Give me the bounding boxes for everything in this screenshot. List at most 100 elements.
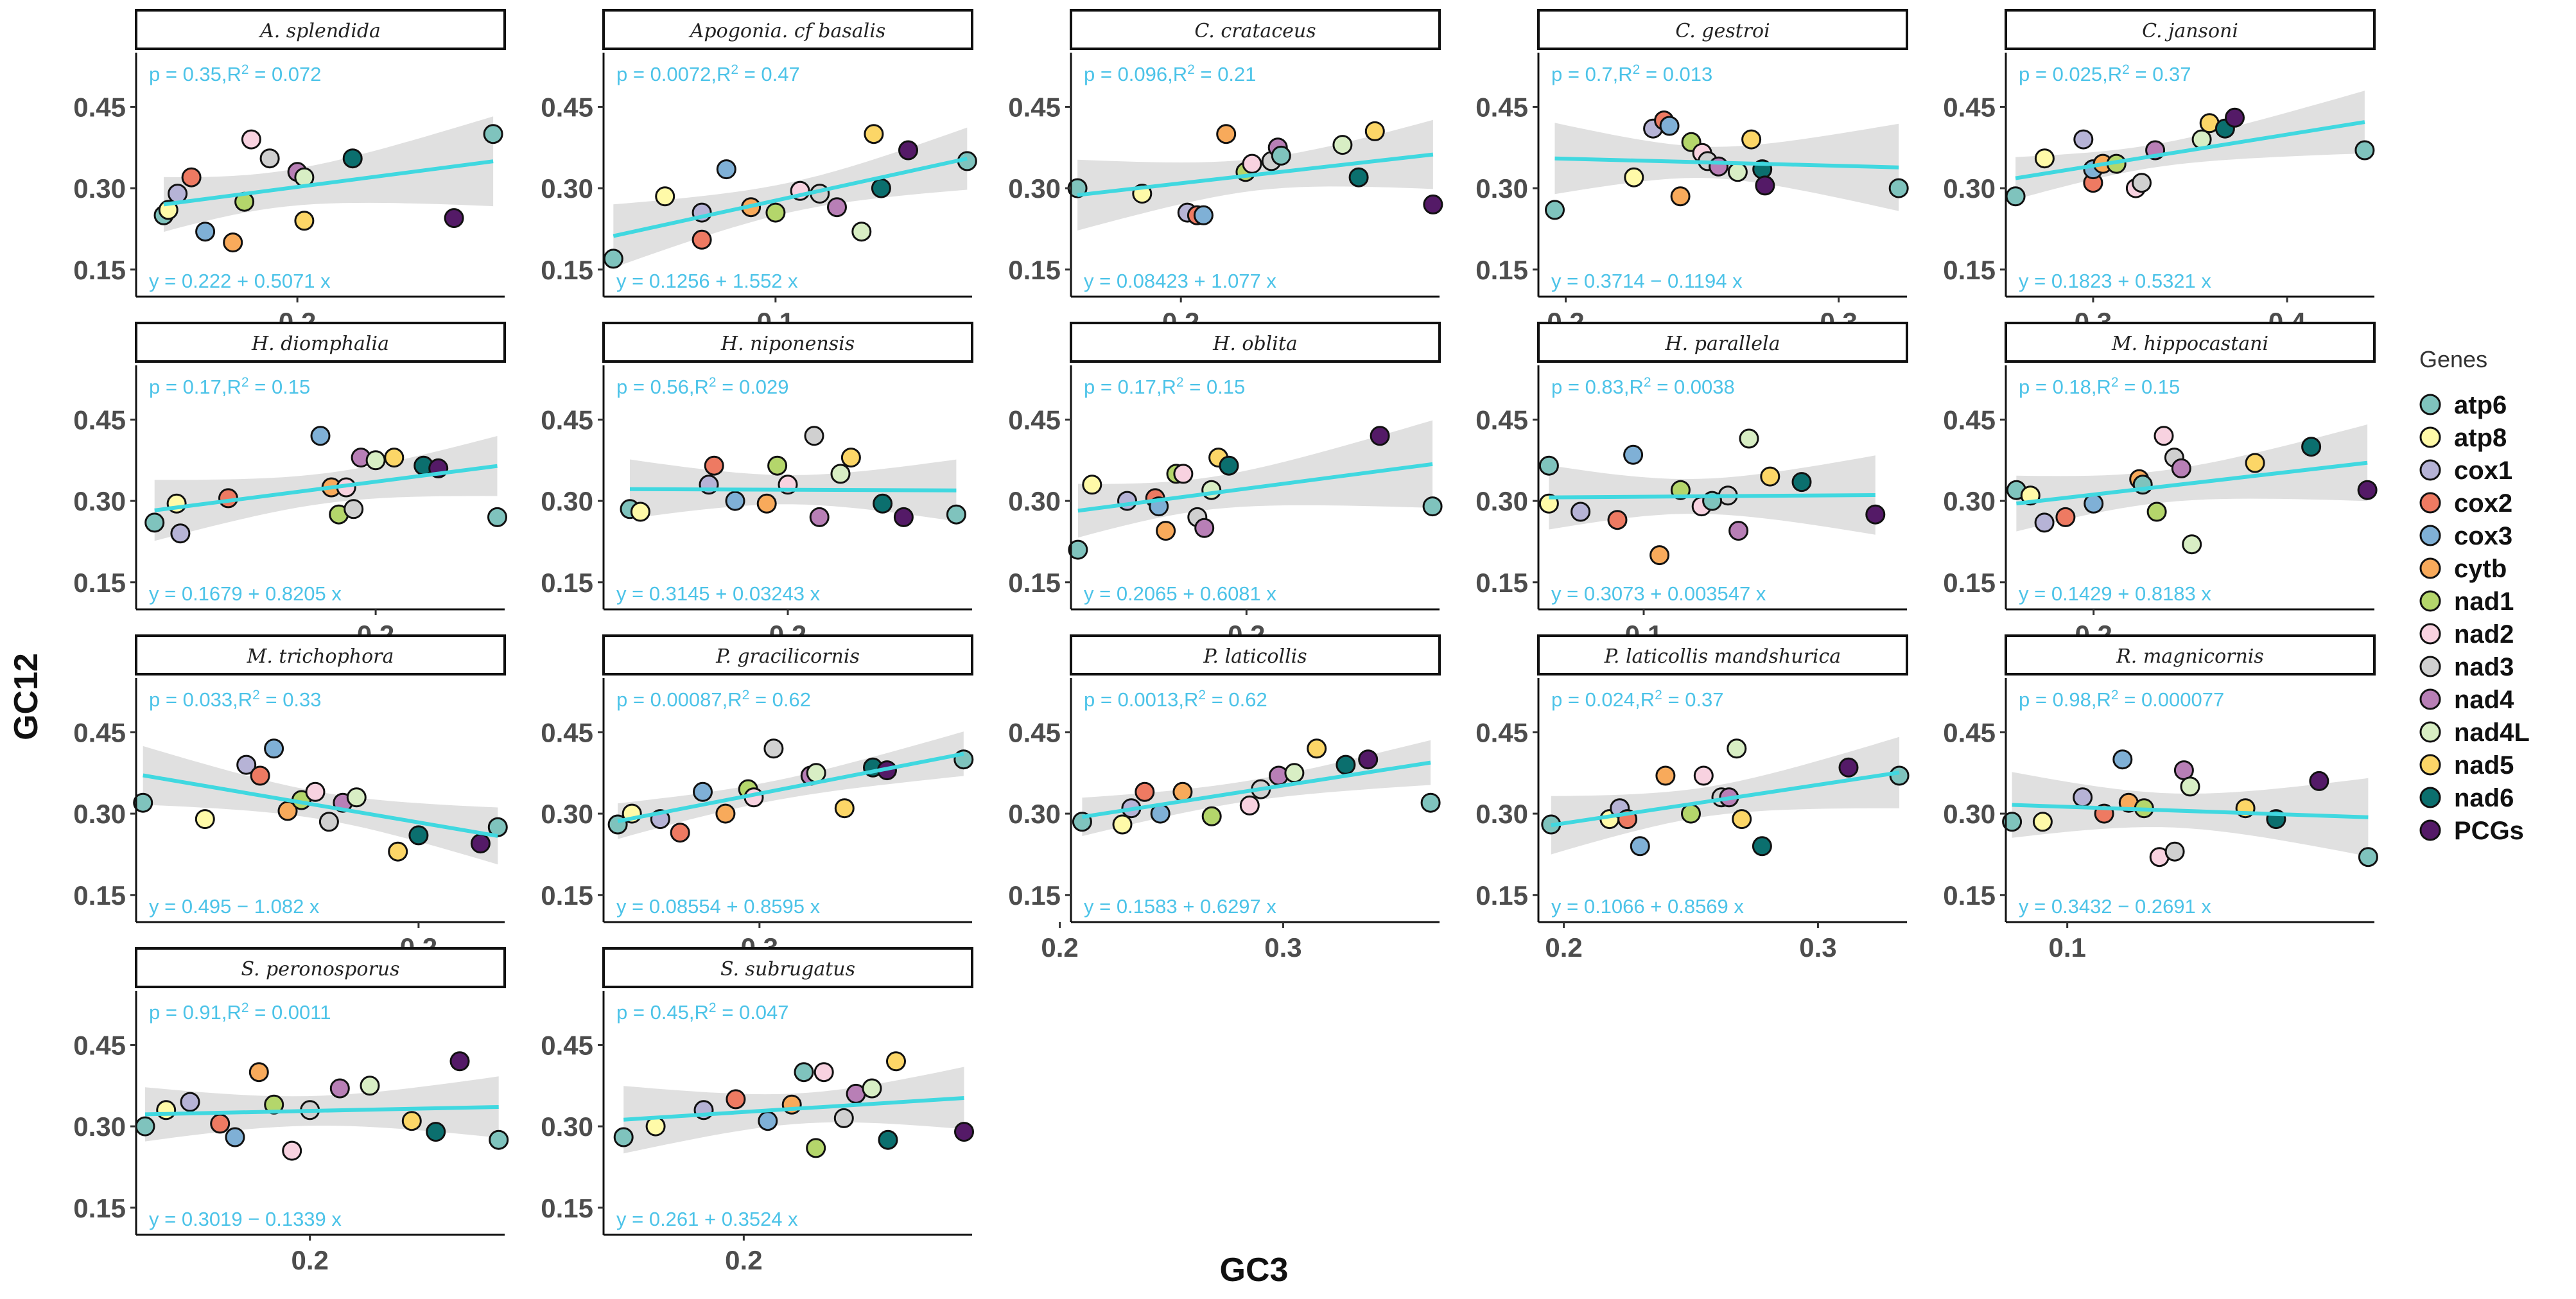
regression-line xyxy=(1549,493,1875,500)
data-point-nad5 xyxy=(1307,738,1327,759)
r2-superscript: 2 xyxy=(731,62,738,77)
r2-label: R xyxy=(717,63,731,85)
panel-16: S. peronosporus 0.15 0.30 0.45 0.2 p = 0.91,R… xyxy=(73,947,509,1275)
panel-strip xyxy=(135,634,506,676)
data-point-nad1 xyxy=(765,202,786,223)
data-point-nad5 xyxy=(864,124,884,144)
data-point-PCGs xyxy=(2357,480,2378,500)
data-point-cox2 xyxy=(704,455,724,476)
panel-title: P. gracilicornis xyxy=(715,645,860,668)
r2-value: 0.0011 xyxy=(272,1001,331,1024)
data-point-nad5 xyxy=(401,1111,422,1131)
legend-key-cytb xyxy=(2419,557,2441,579)
y-tick-label: 0.45 xyxy=(1008,92,1061,122)
y-tick-label: 0.30 xyxy=(73,799,126,829)
r2-value: 0.21 xyxy=(1217,63,1256,85)
data-point-atp6 xyxy=(1889,765,1910,786)
data-point-nad2 xyxy=(1693,765,1714,786)
y-tick-label: 0.30 xyxy=(1943,173,1996,204)
r2-equals: = xyxy=(2119,376,2141,398)
y-tick-label: 0.45 xyxy=(541,717,593,747)
regression-line xyxy=(617,751,964,823)
data-point-nad6 xyxy=(1348,167,1369,187)
data-point-nad1 xyxy=(2146,501,2167,522)
data-point-PCGs xyxy=(2225,107,2245,128)
y-tick-label: 0.30 xyxy=(1475,486,1528,516)
data-point-nad5 xyxy=(294,211,315,231)
data-point-PCGs xyxy=(1423,194,1443,214)
r2-superscript: 2 xyxy=(2111,688,2119,702)
regression-line xyxy=(2015,120,2365,180)
r2-superscript: 2 xyxy=(1187,62,1195,77)
legend-key-PCGs xyxy=(2419,819,2441,841)
panel-strip xyxy=(2005,9,2376,50)
x-tick-label: 0.1 xyxy=(2048,932,2085,963)
stat-pvalue-r2: p = 0.56,R2 = 0.029 xyxy=(616,375,789,399)
legend-key-nad5 xyxy=(2419,754,2441,776)
data-point-atp8 xyxy=(1112,814,1133,835)
legend-key-cox3 xyxy=(2419,525,2441,546)
stat-pvalue-r2: p = 0.17,R2 = 0.15 xyxy=(149,375,310,399)
r2-label: R xyxy=(1630,376,1644,398)
y-tick-label: 0.15 xyxy=(1008,568,1061,598)
y-tick-label: 0.45 xyxy=(1943,405,1996,435)
legend-label: atp8 xyxy=(2454,424,2507,452)
data-point-cytb xyxy=(248,1062,269,1083)
data-point-atp8 xyxy=(2032,812,2053,832)
data-point-nad4L xyxy=(1332,135,1353,155)
data-point-atp6 xyxy=(1068,539,1088,560)
data-point-atp6 xyxy=(2358,847,2378,867)
data-point-nad2 xyxy=(282,1140,302,1161)
x-tick-label: 0.3 xyxy=(1264,932,1301,963)
regression-line xyxy=(629,487,957,493)
y-tick-label: 0.30 xyxy=(1008,799,1061,829)
panel-strip xyxy=(1537,322,1908,363)
data-point-nad4L xyxy=(2182,534,2202,555)
data-point-cox3 xyxy=(195,222,216,242)
data-point-PCGs xyxy=(954,1122,974,1142)
regression-equation: y = 0.3145 + 0.03243 x xyxy=(616,582,821,605)
r2-equals: = xyxy=(749,688,772,711)
p-value: p = 0.91, xyxy=(149,1001,227,1024)
panel-title: P. laticollis xyxy=(1203,645,1307,668)
legend-label: cox2 xyxy=(2454,489,2512,518)
r2-superscript: 2 xyxy=(2111,375,2119,390)
r2-equals: = xyxy=(1640,63,1662,85)
stat-pvalue-r2: p = 0.45,R2 = 0.047 xyxy=(616,1000,789,1024)
p-value: p = 0.00087, xyxy=(616,688,727,711)
data-point-cox2 xyxy=(2055,507,2076,527)
r2-superscript: 2 xyxy=(2122,62,2130,77)
r2-equals: = xyxy=(1184,376,1206,398)
p-value: p = 0.56, xyxy=(616,376,695,398)
regression-equation: y = 0.1429 + 0.8183 x xyxy=(2019,582,2211,605)
legend-label: cox1 xyxy=(2454,457,2512,485)
data-point-atp6 xyxy=(1545,200,1565,220)
data-point-atp6 xyxy=(1538,455,1559,476)
data-point-atp6 xyxy=(1271,145,1291,166)
p-value: p = 0.98, xyxy=(2019,688,2097,711)
r2-equals: = xyxy=(1662,688,1685,711)
data-point-PCGs xyxy=(470,833,491,854)
y-axis-title: GC12 xyxy=(8,653,45,740)
p-value: p = 0.45, xyxy=(616,1001,695,1024)
data-point-cox3 xyxy=(758,1111,778,1131)
y-tick-label: 0.30 xyxy=(1008,173,1061,204)
data-point-nad4L xyxy=(1727,738,1747,759)
data-point-atp6 xyxy=(483,124,503,144)
y-tick-label: 0.30 xyxy=(541,799,593,829)
data-point-cytb xyxy=(715,803,736,824)
y-tick-label: 0.15 xyxy=(1475,568,1528,598)
confidence-ribbon xyxy=(2012,772,2369,857)
y-tick-label: 0.15 xyxy=(73,568,126,598)
stat-pvalue-r2: p = 0.096,R2 = 0.21 xyxy=(1084,62,1257,86)
data-point-PCGs xyxy=(1755,175,1775,196)
regression-line xyxy=(154,464,498,512)
r2-superscript: 2 xyxy=(241,375,249,390)
r2-label: R xyxy=(1640,688,1655,711)
data-point-atp6 xyxy=(1888,178,1909,198)
data-point-atp6 xyxy=(794,1062,814,1083)
panel-strip xyxy=(1537,634,1908,676)
